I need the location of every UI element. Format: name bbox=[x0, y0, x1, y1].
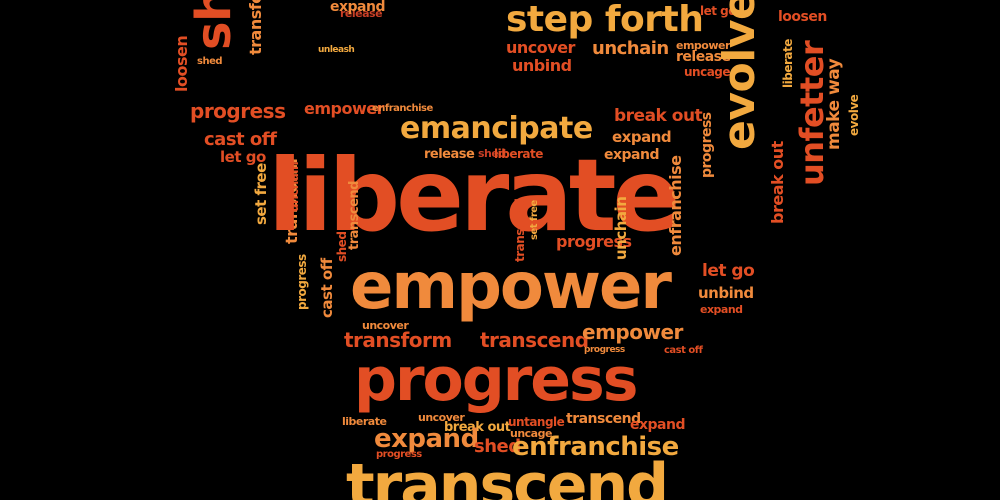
word-liberate-center-small: liberate bbox=[494, 147, 543, 161]
word-empower-top: empower bbox=[676, 39, 730, 52]
word-let-go-top: let go bbox=[700, 4, 737, 18]
word-progress-upper: progress bbox=[190, 99, 286, 123]
word-progress-low: progress bbox=[376, 449, 422, 460]
word-uncage-low: uncage bbox=[510, 427, 552, 440]
word-empower-upper: empower bbox=[304, 99, 385, 118]
word-transcend-left: transcend bbox=[347, 181, 362, 250]
word-transcend-mid: transcend bbox=[480, 328, 589, 352]
word-uncover-low: uncover bbox=[418, 411, 465, 424]
word-step-forth: step forth bbox=[506, 0, 704, 40]
word-make-way: make way bbox=[824, 58, 844, 150]
word-transform-mid: transform bbox=[344, 328, 452, 352]
word-transcend-main: transcend bbox=[346, 451, 669, 500]
word-expand-right: expand bbox=[700, 303, 743, 316]
word-release-center: release bbox=[424, 147, 475, 162]
word-uncover-mid: uncover bbox=[362, 319, 409, 332]
word-expand-mid: expand bbox=[604, 147, 659, 163]
word-liberate-main: liberate bbox=[268, 137, 680, 254]
word-enfranchise-vert: enfranchise bbox=[666, 155, 685, 256]
word-evolve-small: evolve bbox=[847, 94, 861, 136]
word-cast-off-right: cast off bbox=[664, 345, 703, 356]
word-unbind-top: unbind bbox=[512, 56, 572, 75]
word-break-out-vert: break out bbox=[768, 141, 787, 224]
word-unbind-mid: unbind bbox=[698, 284, 754, 302]
word-uncage-top: uncage bbox=[684, 65, 731, 79]
word-enfranchise-upper: enfranchise bbox=[372, 103, 433, 114]
word-progress-vert: progress bbox=[699, 112, 715, 178]
word-shed-top-big: shed bbox=[186, 0, 242, 50]
word-empower-mid: empower bbox=[582, 320, 683, 344]
word-set-free: set free bbox=[252, 163, 270, 225]
word-progress-small: progress bbox=[584, 345, 625, 355]
word-empower-main: empower bbox=[350, 250, 672, 324]
word-let-go-mid: let go bbox=[702, 261, 755, 281]
word-expand-top: expand bbox=[330, 0, 385, 15]
word-liberate-low: liberate bbox=[342, 415, 387, 428]
word-loosen-right: loosen bbox=[778, 9, 827, 25]
word-unchain-top: unchain bbox=[592, 38, 669, 59]
word-unleash-top: unleash bbox=[318, 45, 355, 55]
word-loosen-top: loosen bbox=[172, 35, 191, 92]
word-break-out-low: break out bbox=[444, 420, 511, 435]
word-break-out-upper: break out bbox=[614, 106, 703, 126]
word-uncover-top: uncover bbox=[506, 38, 575, 57]
word-expand-low: expand bbox=[374, 424, 479, 454]
word-progress-main: progress bbox=[354, 345, 638, 415]
word-progress-mid: progress bbox=[556, 232, 632, 251]
word-let-go-upper: let go bbox=[220, 148, 266, 166]
word-liberate-right-small: liberate bbox=[781, 39, 795, 88]
word-cast-off-upper: cast off bbox=[204, 129, 277, 150]
word-untangle-low: untangle bbox=[508, 415, 565, 429]
word-expand-upper: expand bbox=[612, 128, 672, 146]
word-shed-center: shed bbox=[478, 147, 506, 160]
word-release-right: release bbox=[676, 49, 731, 65]
word-enfranchise-low: enfranchise bbox=[512, 432, 679, 462]
word-shed-low: shed bbox=[474, 436, 521, 457]
word-transform-top: transform bbox=[246, 0, 265, 55]
word-transcend-low: transcend bbox=[566, 411, 641, 427]
word-set-free-vert: set free bbox=[529, 200, 540, 240]
word-evolve-right: evolve bbox=[714, 0, 765, 150]
word-progress-left: progress bbox=[295, 254, 309, 310]
word-emancipate: emancipate bbox=[400, 111, 593, 146]
word-cast-off-left: cast off bbox=[318, 258, 336, 318]
word-expand-low-right: expand bbox=[630, 417, 685, 433]
word-shed-top-small: shed bbox=[197, 56, 223, 67]
word-release-top: release bbox=[340, 7, 383, 20]
